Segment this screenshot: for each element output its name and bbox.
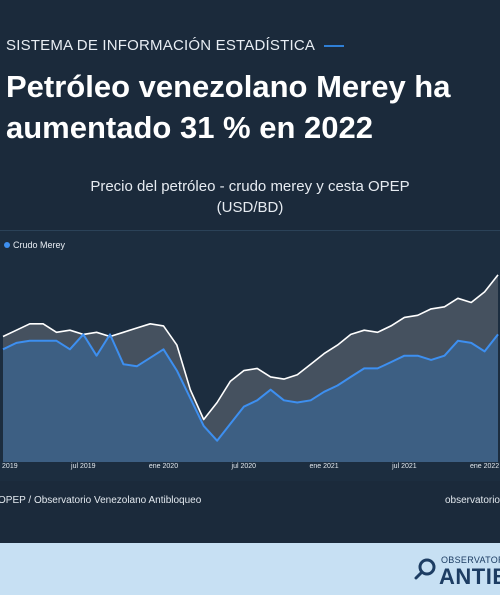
footer-bar: [0, 543, 500, 595]
x-tick-label: jul 2020: [231, 463, 257, 470]
chart-title: Precio del petróleo - crudo merey y cest…: [90, 178, 410, 195]
merey-area: [3, 334, 498, 462]
x-tick-label: ene 2022: [470, 463, 499, 470]
headline-line-2: aumentado 31 % en 2022: [6, 110, 373, 145]
x-tick-label: ene 2021: [309, 463, 338, 470]
source-note: OPEP / Observatorio Venezolano Antibloqu…: [0, 495, 202, 506]
chart-subtitle: (USD/BD): [216, 199, 284, 216]
chart-legend: Crudo Merey: [4, 240, 65, 250]
merey-line: [2, 333, 499, 442]
x-tick-label: jul 2021: [391, 463, 417, 470]
kicker-text: SISTEMA DE INFORMACIÓN ESTADÍSTICA: [6, 37, 316, 54]
kicker: SISTEMA DE INFORMACIÓN ESTADÍSTICA: [6, 37, 345, 54]
x-tick-label: ene 2020: [149, 463, 178, 470]
legend-label-merey: Crudo Merey: [13, 240, 66, 250]
legend-marker-merey: [4, 242, 10, 248]
opep-line: [2, 274, 499, 421]
chart-title-block: Precio del petróleo - crudo merey y cest…: [0, 176, 500, 218]
site-name: observatorio: [444, 495, 500, 506]
kicker-rule: [324, 44, 345, 47]
price-chart: ene 2019 jul 2019 ene 2020 jul 2020 ene 2021…: [0, 274, 499, 470]
magnifier-icon: [414, 558, 436, 580]
brand-main-text: ANTIB: [439, 564, 500, 589]
headline: Petróleo venezolano Merey ha aumentado 3…: [6, 66, 500, 148]
headline-line-1: Petróleo venezolano Merey ha: [6, 69, 451, 104]
brand-logo: OBSERVATORIO ANTIB: [414, 554, 500, 592]
x-tick-label: ene 2019: [0, 463, 18, 470]
brand-top-text: OBSERVATORIO: [441, 555, 500, 565]
x-tick-label: jul 2019: [70, 463, 96, 470]
